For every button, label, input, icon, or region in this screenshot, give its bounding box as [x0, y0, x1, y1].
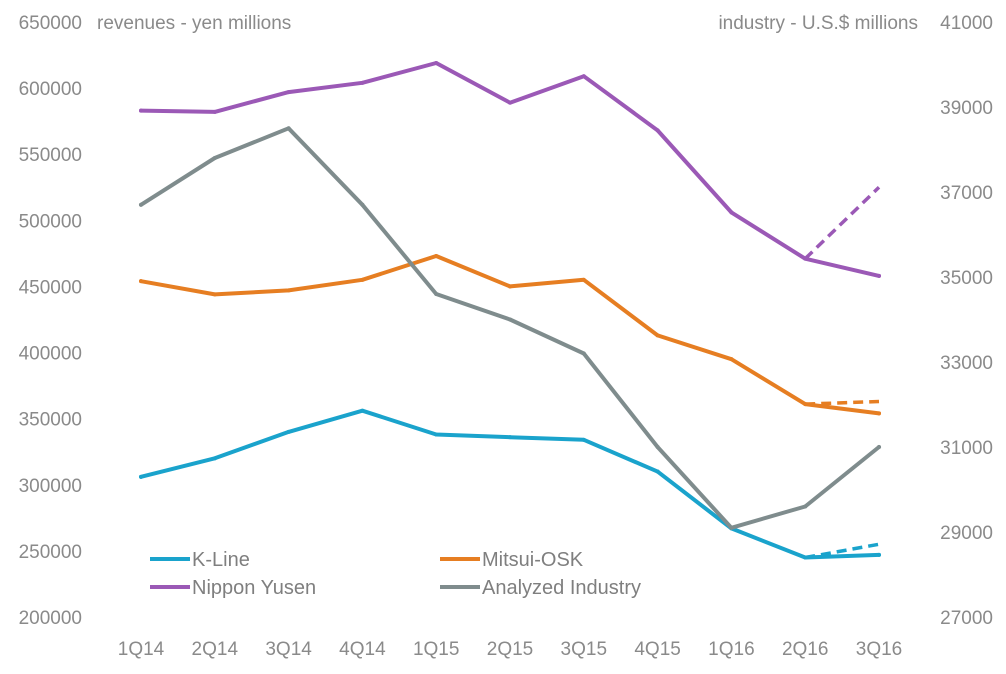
data-point — [360, 80, 365, 85]
left-tick-label: 400000 — [19, 344, 82, 365]
legend-label: Analyzed Industry — [482, 577, 641, 599]
x-tick-label: 4Q14 — [339, 639, 386, 660]
data-point — [434, 60, 439, 65]
x-tick-label: 1Q15 — [413, 639, 459, 660]
data-point — [581, 277, 586, 282]
data-point — [581, 74, 586, 79]
left-tick-label: 600000 — [19, 79, 82, 100]
data-point — [508, 284, 512, 289]
left-tick-label: 300000 — [19, 476, 82, 497]
data-point — [655, 128, 660, 133]
data-point — [139, 279, 143, 284]
x-tick-label: 2Q15 — [487, 639, 533, 660]
legend-item-analyzed-industry: Analyzed Industry — [440, 577, 641, 599]
data-point — [877, 445, 881, 449]
x-tick-label: 4Q15 — [634, 639, 680, 660]
data-point — [360, 202, 365, 207]
x-tick-label: 2Q16 — [782, 639, 828, 660]
right-tick-label: 41000 — [940, 13, 993, 34]
projection-line-k-line — [804, 542, 880, 560]
x-tick-label: 1Q16 — [708, 639, 754, 660]
data-point — [729, 210, 734, 215]
data-point — [581, 351, 586, 356]
left-tick-label: 500000 — [19, 211, 82, 232]
data-point — [286, 429, 291, 434]
data-point — [360, 408, 365, 413]
legend-item-k-line: K-Line — [150, 549, 250, 571]
right-tick-label: 39000 — [940, 98, 993, 119]
projection-line-nippon-yusen — [803, 186, 881, 260]
projection-line-mitsui-osk — [805, 399, 880, 406]
series-mitsui-osk — [139, 254, 881, 416]
data-point — [877, 273, 881, 278]
x-tick-label: 3Q14 — [265, 639, 312, 660]
data-point — [360, 277, 365, 282]
x-tick-label: 2Q14 — [192, 639, 239, 660]
data-point — [729, 525, 734, 530]
data-point — [286, 126, 291, 131]
legend-label: Mitsui-OSK — [482, 549, 584, 571]
series-nippon-yusen — [139, 60, 881, 278]
right-tick-label: 29000 — [940, 523, 993, 544]
series-k-line — [139, 408, 881, 560]
series-analyzed-industry — [139, 126, 881, 530]
series-line-nippon-yusen — [139, 61, 881, 278]
data-point — [655, 333, 660, 338]
data-point — [286, 90, 291, 95]
data-point — [139, 202, 143, 207]
data-point — [212, 156, 217, 160]
data-point — [139, 474, 143, 479]
left-tick-label: 250000 — [19, 542, 82, 563]
x-tick-label: 3Q16 — [856, 639, 902, 660]
series-layer — [139, 60, 881, 560]
right-axis-ticks: 27000 29000 31000 33000 35000 37000 39000 41000 — [940, 13, 993, 629]
right-tick-label: 35000 — [940, 268, 993, 289]
left-tick-label: 650000 — [19, 13, 82, 34]
legend: K-Line Mitsui-OSK Nippon Yusen Analyzed Ind… — [150, 549, 641, 599]
data-point — [508, 100, 512, 105]
legend-item-mitsui-osk: Mitsui-OSK — [440, 549, 584, 571]
data-point — [877, 411, 881, 416]
data-point — [729, 357, 734, 362]
data-point — [803, 504, 808, 509]
left-tick-label: 450000 — [19, 277, 82, 298]
data-point — [286, 288, 291, 293]
legend-item-nippon-yusen: Nippon Yusen — [150, 577, 316, 599]
series-line-analyzed-industry — [139, 126, 881, 530]
data-point — [877, 552, 881, 557]
data-point — [434, 292, 439, 296]
right-tick-label: 37000 — [940, 183, 993, 204]
data-point — [508, 317, 512, 322]
x-tick-label: 1Q14 — [118, 639, 165, 660]
right-tick-label: 31000 — [940, 438, 993, 459]
data-point — [655, 469, 660, 474]
left-tick-label: 200000 — [19, 608, 82, 629]
data-point — [139, 108, 143, 113]
data-point — [655, 445, 660, 449]
legend-label: Nippon Yusen — [192, 577, 316, 599]
data-point — [212, 109, 217, 114]
data-point — [434, 432, 439, 437]
x-axis-ticks: 1Q14 2Q14 3Q14 4Q14 1Q15 2Q15 3Q15 4Q15 1Q16 2Q16… — [118, 639, 902, 660]
legend-label: K-Line — [192, 549, 250, 571]
right-axis-title: industry - U.S.$ millions — [718, 13, 918, 34]
data-point — [434, 254, 439, 259]
data-point — [581, 437, 586, 442]
x-tick-label: 3Q15 — [561, 639, 607, 660]
left-axis-title: revenues - yen millions — [97, 13, 291, 34]
series-line-k-line — [139, 408, 881, 560]
left-tick-label: 550000 — [19, 145, 82, 166]
data-point — [508, 435, 512, 440]
left-tick-label: 350000 — [19, 410, 82, 431]
series-line-mitsui-osk — [139, 254, 881, 416]
data-point — [212, 456, 217, 461]
right-tick-label: 33000 — [940, 353, 993, 374]
right-tick-label: 27000 — [940, 608, 993, 629]
data-point — [212, 292, 217, 297]
left-axis-ticks: 200000 250000 300000 350000 400000 450000 5000… — [19, 13, 82, 629]
